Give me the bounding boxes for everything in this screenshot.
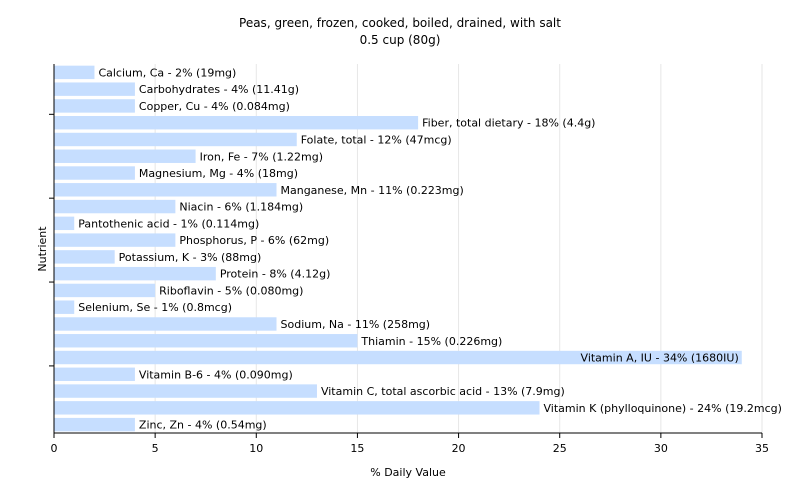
bar-label-2: Copper, Cu - 4% (0.084mg) [139, 100, 290, 113]
x-tick-label-4: 20 [452, 442, 466, 455]
x-axis-label: % Daily Value [370, 466, 446, 479]
bar-label-4: Folate, total - 12% (47mcg) [301, 133, 452, 146]
x-tick-label-7: 35 [755, 442, 769, 455]
bar-label-6: Magnesium, Mg - 4% (18mg) [139, 167, 298, 180]
bar-label-10: Phosphorus, P - 6% (62mg) [179, 234, 329, 247]
bar-label-9: Pantothenic acid - 1% (0.114mg) [78, 217, 259, 230]
bar-label-18: Vitamin B-6 - 4% (0.090mg) [139, 368, 293, 381]
chart-subtitle: 0.5 cup (80g) [360, 33, 441, 47]
bar-9 [54, 216, 75, 231]
x-ticks: 0 5 10 15 20 25 30 35 [51, 433, 769, 455]
bar-14 [54, 300, 75, 314]
bar-label-1: Carbohydrates - 4% (11.41g) [139, 83, 299, 96]
x-tick-label-6: 30 [654, 442, 668, 455]
bar-16 [54, 334, 358, 348]
bar-3 [54, 115, 419, 130]
axes [49, 64, 762, 434]
x-tick-label-3: 15 [350, 442, 364, 455]
bar-label-15: Sodium, Na - 11% (258mg) [281, 318, 431, 331]
x-tick-label-2: 10 [249, 442, 263, 455]
bar-label-17: Vitamin A, IU - 34% (1680IU) [581, 352, 739, 365]
bar-13 [54, 283, 156, 298]
bar-label-20: Vitamin K (phylloquinone) - 24% (19.2mcg… [543, 402, 781, 415]
bar-21 [54, 417, 135, 432]
bar-1 [54, 82, 135, 96]
bar-12 [54, 266, 216, 281]
bar-label-7: Manganese, Mn - 11% (0.223mg) [281, 184, 464, 197]
bar-label-19: Vitamin C, total ascorbic acid - 13% (7.… [321, 385, 565, 398]
bar-4 [54, 132, 297, 147]
bar-label-12: Protein - 8% (4.12g) [220, 268, 331, 281]
bar-5 [54, 149, 196, 163]
bar-20 [54, 401, 540, 415]
bar-label-14: Selenium, Se - 1% (0.8mcg) [78, 301, 232, 314]
x-tick-label-1: 5 [152, 442, 159, 455]
bar-18 [54, 367, 135, 382]
bars: Calcium, Ca - 2% (19mg) Carbohydrates - 4… [54, 65, 782, 432]
chart-title: Peas, green, frozen, cooked, boiled, dra… [239, 16, 561, 30]
bar-label-0: Calcium, Ca - 2% (19mg) [98, 66, 236, 79]
x-tick-label-0: 0 [51, 442, 58, 455]
bar-11 [54, 250, 115, 264]
bar-label-8: Niacin - 6% (1.184mg) [179, 201, 303, 214]
bar-label-21: Zinc, Zn - 4% (0.54mg) [139, 419, 267, 432]
bar-label-16: Thiamin - 15% (0.226mg) [360, 335, 502, 348]
bar-label-5: Iron, Fe - 7% (1.22mg) [200, 150, 323, 163]
x-tick-label-5: 25 [553, 442, 567, 455]
bar-label-13: Riboflavin - 5% (0.080mg) [159, 284, 303, 297]
bar-label-11: Potassium, K - 3% (88mg) [119, 251, 262, 264]
bar-17 [54, 350, 742, 365]
bar-2 [54, 99, 135, 113]
bar-15 [54, 317, 277, 331]
bar-10 [54, 233, 176, 247]
bar-0 [54, 65, 95, 80]
bar-label-3: Fiber, total dietary - 18% (4.4g) [422, 117, 595, 130]
bar-19 [54, 384, 317, 398]
bar-8 [54, 199, 176, 214]
bar-6 [54, 166, 135, 180]
y-axis-label: Nutrient [36, 226, 49, 272]
bar-7 [54, 183, 277, 197]
